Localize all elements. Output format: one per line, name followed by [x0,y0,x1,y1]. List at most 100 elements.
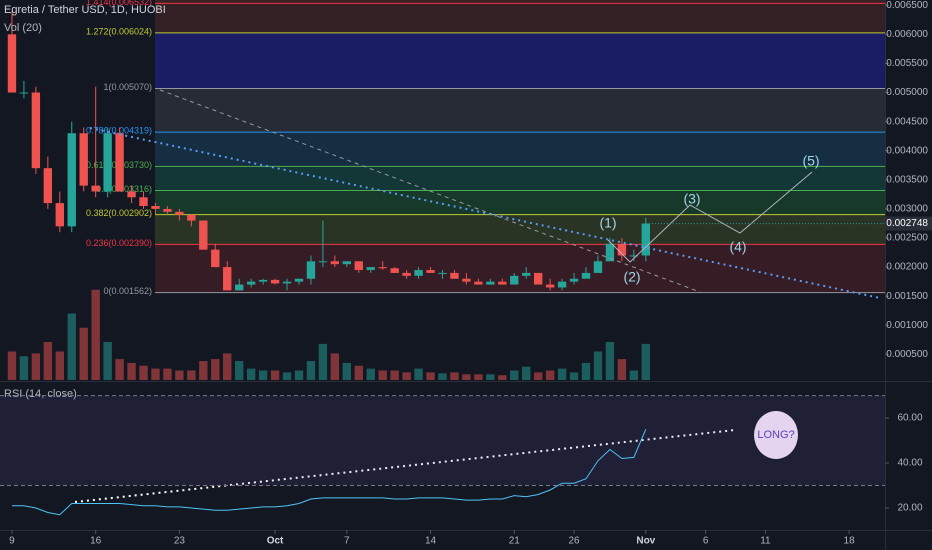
volume-label: Vol (20) [4,22,42,34]
x-tick-label: 14 [425,536,437,547]
candle-body [103,133,112,192]
volume-bar [187,370,196,380]
candle-body [151,206,160,209]
candle-body [641,223,650,256]
volume-bar [223,353,232,380]
volume-bar [557,368,567,380]
fib-band [155,244,885,293]
candle-body [390,268,399,273]
candle-body [55,203,64,227]
fib-label: 0.786(0.004319) [86,126,152,136]
volume-bar [318,343,328,380]
volume-bar [139,365,148,380]
candle-body [294,278,304,282]
fib-label: 0.5(0.003316) [96,184,152,194]
candle-body [569,278,579,282]
candle-body [498,281,507,285]
fib-label: 1.414(0.006532) [86,0,152,7]
candle-body [127,191,136,198]
volume-bar [235,361,244,380]
last-price-label: 0.002748 [886,218,928,229]
trend-line [89,127,881,299]
candle-body [557,281,567,288]
x-tick-label: 7 [344,536,350,547]
candle-body [629,255,639,257]
candle-body [438,272,447,274]
volume-bar [19,356,29,380]
volume-bar [605,342,615,380]
candle-body [354,261,363,271]
candle-body [342,261,352,265]
volume-bar [67,313,76,380]
volume-bar [438,373,447,380]
rsi-tick-label: 40.00 [897,458,922,469]
candle-body [450,272,459,279]
volume-bar [330,353,340,380]
rsi-band [0,395,885,486]
candle-body [79,133,88,186]
volume-bar [7,351,17,380]
x-tick-label: 16 [90,536,102,547]
volume-bar [270,370,280,380]
fib-label: 0.382(0.002902) [86,208,152,218]
y-tick-label: 0.001500 [886,291,928,302]
volume-bar [402,372,411,380]
last-price-box [885,216,932,231]
wave-label: (2) [623,269,640,285]
volume-bar [175,370,184,380]
volume-bar [474,374,483,380]
fib-band [155,214,885,245]
volume-bar [510,370,519,380]
candle-body [67,133,76,227]
volume-bar [91,289,100,380]
volume-bar [617,359,627,380]
candle-body [43,168,53,204]
x-tick-label: 11 [760,536,771,547]
volume-bar [43,342,53,380]
candle-body [533,272,543,285]
fib-label: 0.236(0.002390) [86,238,152,248]
fib-band [155,166,885,191]
candle-body [139,197,148,207]
candle-body [545,284,555,288]
volume-bar [211,359,220,380]
x-tick-label: 23 [174,536,186,547]
candle-body [378,267,387,269]
wave-label: (4) [729,239,746,255]
volume-bar [127,362,136,380]
candle-body [617,243,627,256]
x-tick-label: Oct [267,536,284,547]
candle-body [223,267,232,291]
candle-body [510,275,519,285]
candle-body [91,185,100,192]
volume-bar [593,351,603,380]
y-tick-label: 0.006500 [886,0,928,11]
x-tick-label: 21 [509,536,521,547]
volume-bar [426,372,435,380]
candle-body [211,249,220,268]
volume-bar [641,343,650,380]
candle-body [330,261,340,265]
candle-body [318,261,328,263]
speech-bubble [754,411,798,459]
volume-bar [450,372,459,380]
candle-body [366,267,375,271]
candle-body [486,281,495,285]
rsi-tick-label: 20.00 [897,503,922,514]
chart-title: Egretia / Tether USD, 1D, HUOBI [4,4,166,16]
x-tick-label: 26 [568,536,580,547]
y-tick-label: 0.003000 [886,204,928,215]
candle-body [426,270,435,273]
wave-label: (3) [683,191,700,207]
trend-line [159,89,701,293]
volume-bar [55,351,64,380]
volume-bar [498,375,507,380]
candle-body [258,279,268,282]
volume-bar [366,368,375,380]
volume-bar [151,368,160,380]
fib-label: 0(0.001562) [103,286,152,296]
volume-bar [246,368,256,380]
volume-bar [258,370,268,380]
volume-bar [294,370,304,380]
volume-bar [533,372,543,380]
